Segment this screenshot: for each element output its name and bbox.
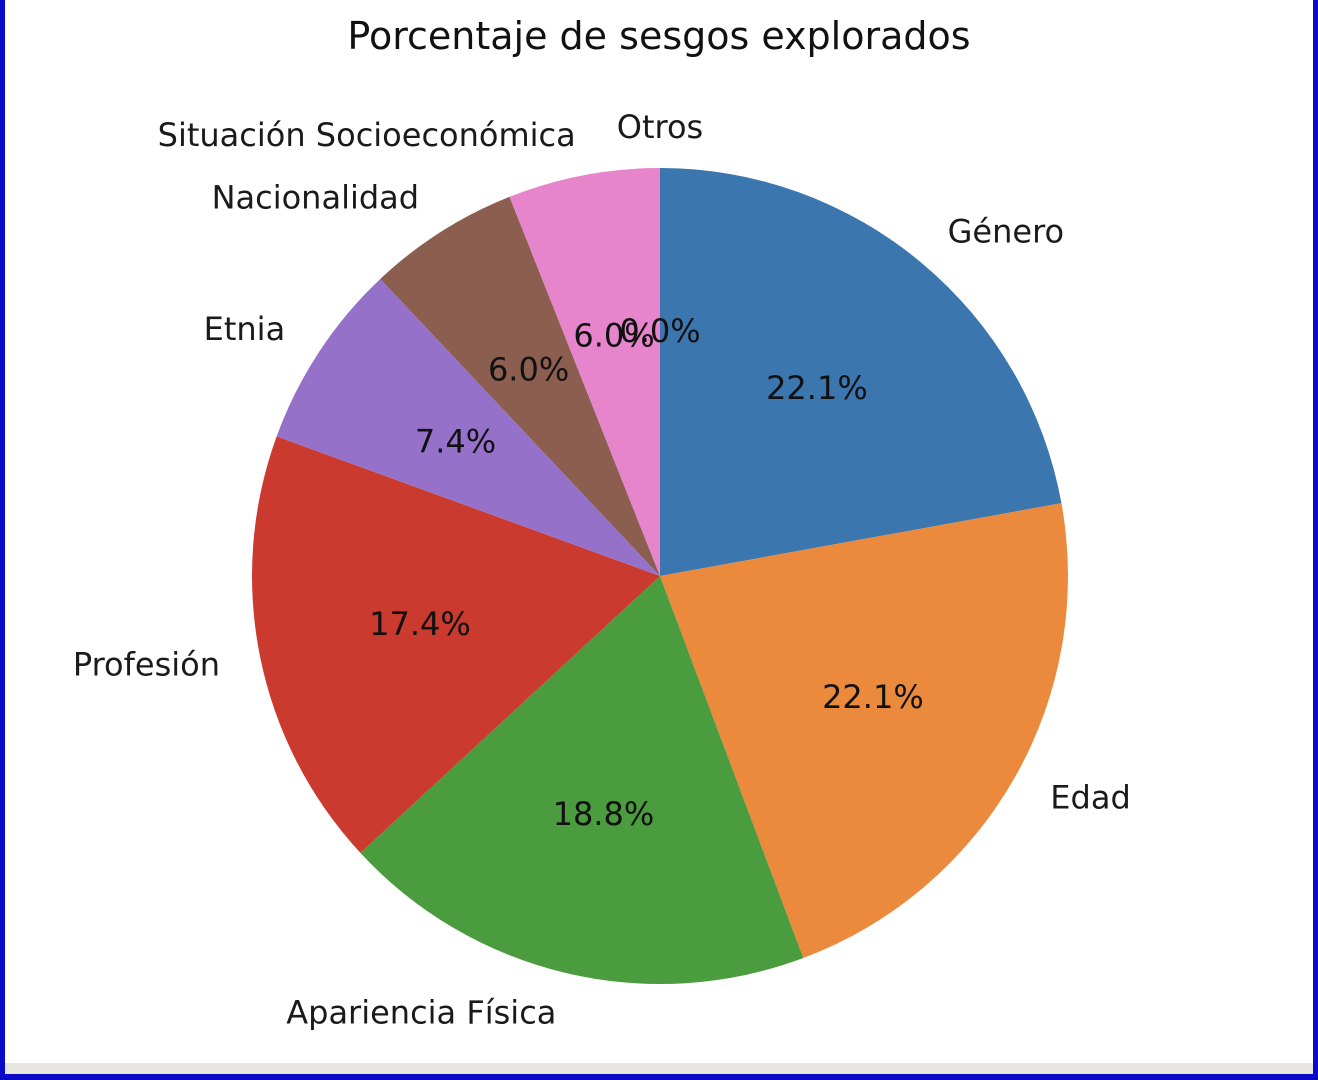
slice-label-edad: Edad [1050,779,1130,817]
bottom-strip [0,1063,1318,1075]
window-border-right [1313,0,1318,1080]
pct-label-otros: 0.0% [619,312,700,350]
window-border-left [0,0,5,1080]
pie-slice-profesion [252,436,660,853]
slice-label-situacion-socioeconomica: Situación Socioeconómica [158,116,576,154]
chart-title: Porcentaje de sesgos explorados [347,14,971,58]
slice-label-apariencia-fisica: Apariencia Física [286,994,556,1032]
pct-label-situacion-socioeconomica: 6.0% [573,317,654,355]
pct-label-genero: 22.1% [766,369,868,407]
pct-label-nacionalidad: 6.0% [488,350,569,388]
window-border-bottom [0,1074,1318,1080]
slice-label-etnia: Etnia [204,310,286,348]
pct-label-edad: 22.1% [822,678,924,716]
pie-slice-nacionalidad [380,196,660,576]
slice-label-profesion: Profesión [73,645,220,683]
pct-label-profesion: 17.4% [369,605,471,643]
pct-label-etnia: 7.4% [415,422,496,460]
slice-label-nacionalidad: Nacionalidad [212,178,420,216]
slice-label-otros: Otros [617,108,703,146]
pct-label-apariencia-fisica: 18.8% [553,795,655,833]
pie-slice-etnia [276,279,660,576]
pie-slice-apariencia-fisica [360,576,804,985]
slice-label-genero: Género [948,212,1064,250]
pie-slice-situacion-socioeconomica [509,168,660,576]
pie-slice-edad [660,503,1068,959]
pie-slice-genero [660,168,1062,576]
